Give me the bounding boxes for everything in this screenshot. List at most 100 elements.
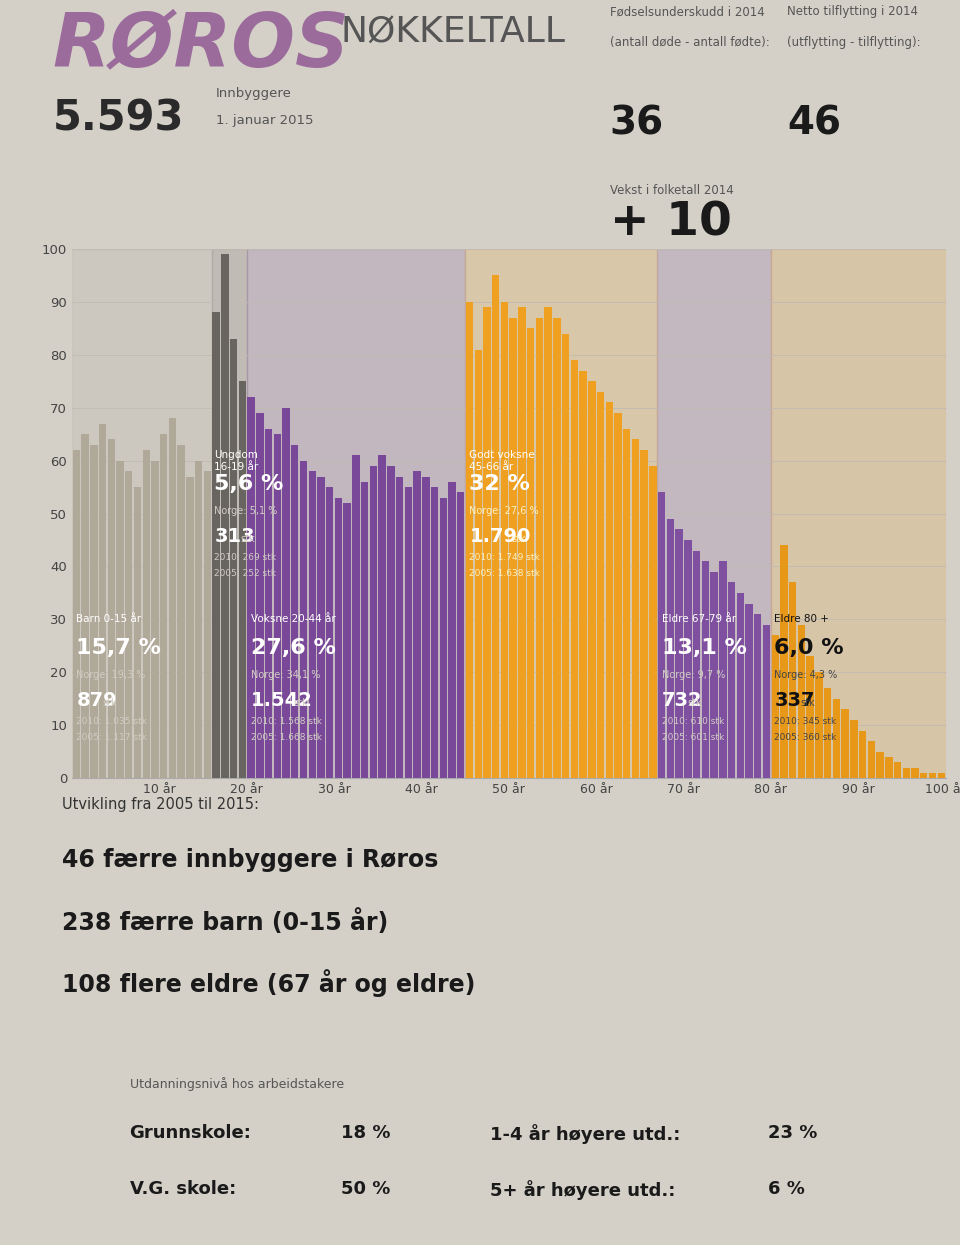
Text: Eldre 80 +: Eldre 80 + xyxy=(775,614,829,624)
Text: Fødselsunderskudd i 2014: Fødselsunderskudd i 2014 xyxy=(610,5,764,19)
Text: 2010: 1.035 stk: 2010: 1.035 stk xyxy=(77,717,147,726)
Text: 27,6 %: 27,6 % xyxy=(252,637,336,657)
Text: V.G. skole:: V.G. skole: xyxy=(130,1180,236,1198)
Bar xyxy=(920,773,927,778)
Text: 313: 313 xyxy=(214,527,255,545)
Text: 6,0 %: 6,0 % xyxy=(775,637,844,657)
Text: 2010: 269 stk: 2010: 269 stk xyxy=(214,553,276,563)
Bar xyxy=(212,312,220,778)
Text: stk: stk xyxy=(241,534,255,544)
Text: Godt voksne
45-66 år: Godt voksne 45-66 år xyxy=(469,449,535,472)
Text: 2005: 1.668 stk: 2005: 1.668 stk xyxy=(252,733,322,742)
Text: Norge: 5,1 %: Norge: 5,1 % xyxy=(214,505,277,515)
Text: 5+ år høyere utd.:: 5+ år høyere utd.: xyxy=(490,1180,675,1200)
Bar xyxy=(317,477,324,778)
Bar xyxy=(195,461,203,778)
Bar xyxy=(300,461,307,778)
Bar xyxy=(291,444,299,778)
Bar xyxy=(457,492,465,778)
Bar xyxy=(562,334,569,778)
Bar xyxy=(265,428,273,778)
Text: 2005: 1.638 stk: 2005: 1.638 stk xyxy=(469,569,540,578)
Bar xyxy=(221,254,228,778)
Bar xyxy=(623,428,631,778)
Text: Utdanningsnivå hos arbeidstakere: Utdanningsnivå hos arbeidstakere xyxy=(130,1077,344,1091)
Bar xyxy=(308,472,316,778)
Bar xyxy=(684,540,691,778)
Bar xyxy=(378,456,386,778)
Bar xyxy=(186,477,194,778)
Text: 2010: 1.568 stk: 2010: 1.568 stk xyxy=(252,717,322,726)
Text: 50 %: 50 % xyxy=(341,1180,390,1198)
Text: NØKKELTALL: NØKKELTALL xyxy=(341,15,565,49)
Bar xyxy=(169,418,177,778)
Bar xyxy=(780,545,788,778)
Text: (antall døde - antall fødte):: (antall døde - antall fødte): xyxy=(610,36,769,49)
Bar xyxy=(885,757,893,778)
Bar xyxy=(474,350,482,778)
Text: 879: 879 xyxy=(77,691,117,710)
Bar xyxy=(771,249,946,778)
Bar xyxy=(640,449,648,778)
Bar xyxy=(868,741,876,778)
Bar xyxy=(859,731,866,778)
Bar xyxy=(152,461,158,778)
Bar xyxy=(876,752,884,778)
Bar xyxy=(335,498,342,778)
Text: Vekst i folketall 2014: Vekst i folketall 2014 xyxy=(610,184,733,197)
Text: Utvikling fra 2005 til 2015:: Utvikling fra 2005 til 2015: xyxy=(62,797,259,812)
Text: Norge: 9,7 %: Norge: 9,7 % xyxy=(661,670,725,680)
Bar xyxy=(736,593,744,778)
Text: 2005: 360 stk: 2005: 360 stk xyxy=(775,733,836,742)
Bar xyxy=(832,698,840,778)
Bar xyxy=(229,339,237,778)
Bar xyxy=(142,449,150,778)
Bar xyxy=(841,710,849,778)
Bar xyxy=(73,449,80,778)
Text: Innbyggere: Innbyggere xyxy=(216,87,292,100)
Bar xyxy=(806,656,814,778)
Bar xyxy=(536,317,543,778)
Bar xyxy=(133,487,141,778)
Text: 732: 732 xyxy=(661,691,703,710)
Bar xyxy=(466,301,473,778)
Bar xyxy=(422,477,429,778)
Bar xyxy=(414,472,420,778)
Bar xyxy=(448,482,456,778)
Text: 5.593: 5.593 xyxy=(53,97,184,139)
Bar xyxy=(256,413,264,778)
Bar xyxy=(902,767,910,778)
Bar xyxy=(763,625,770,778)
Text: 238 færre barn (0-15 år): 238 færre barn (0-15 år) xyxy=(62,909,389,935)
Bar xyxy=(938,773,945,778)
Text: Norge: 27,6 %: Norge: 27,6 % xyxy=(469,505,540,515)
Bar xyxy=(247,249,465,778)
Bar xyxy=(492,275,499,778)
Bar xyxy=(160,435,167,778)
Bar xyxy=(658,249,771,778)
Bar xyxy=(597,392,604,778)
Bar xyxy=(824,688,831,778)
Bar xyxy=(553,317,561,778)
Text: 36: 36 xyxy=(610,105,663,143)
Bar xyxy=(352,456,360,778)
Bar xyxy=(204,472,211,778)
Bar xyxy=(90,444,98,778)
Bar xyxy=(501,301,508,778)
Text: stk: stk xyxy=(293,697,307,707)
Bar xyxy=(72,249,212,778)
Bar xyxy=(911,767,919,778)
Bar xyxy=(588,381,595,778)
Bar xyxy=(518,308,526,778)
Bar xyxy=(510,317,516,778)
Text: stk: stk xyxy=(103,697,117,707)
Bar xyxy=(702,561,709,778)
Text: 2010: 345 stk: 2010: 345 stk xyxy=(775,717,836,726)
Text: 15,7 %: 15,7 % xyxy=(77,637,161,657)
Bar xyxy=(178,444,185,778)
Text: 18 %: 18 % xyxy=(341,1123,391,1142)
Text: 32 %: 32 % xyxy=(469,474,530,494)
Text: + 10: + 10 xyxy=(610,200,732,245)
Text: 1. januar 2015: 1. januar 2015 xyxy=(216,113,314,127)
Text: 46: 46 xyxy=(787,105,841,143)
